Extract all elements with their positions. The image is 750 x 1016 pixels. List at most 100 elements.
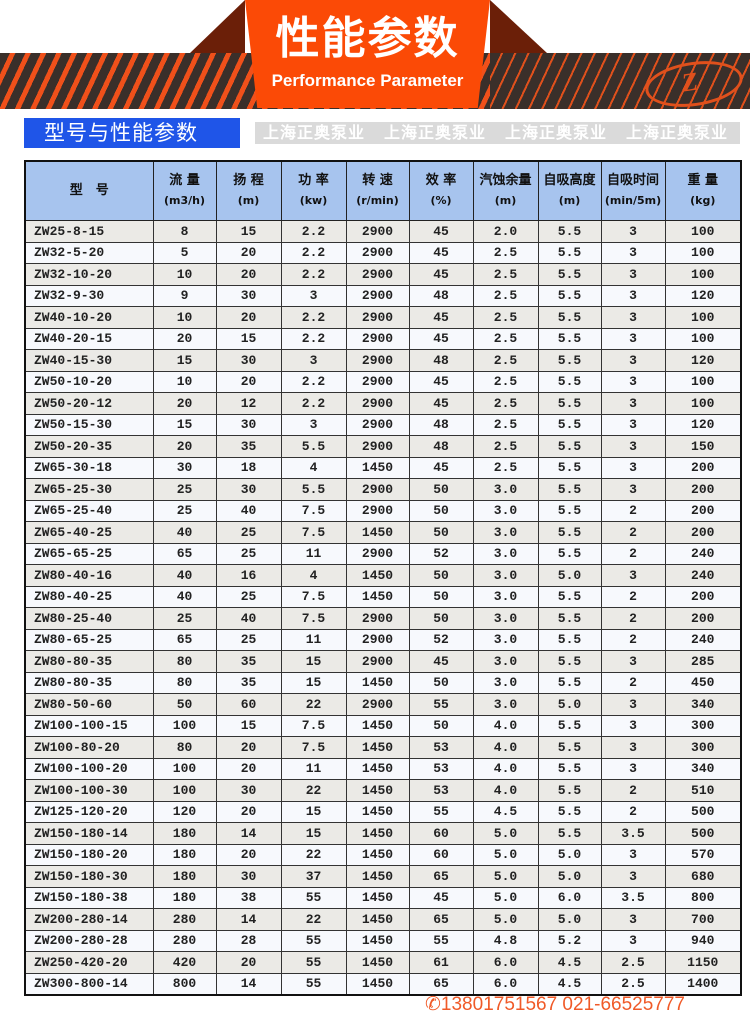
value-cell: 40 bbox=[152, 564, 217, 587]
value-cell: 100 bbox=[664, 220, 742, 243]
value-cell: 16 bbox=[215, 564, 282, 587]
value-cell: 3.0 bbox=[472, 521, 539, 544]
value-cell: 22 bbox=[280, 693, 347, 716]
value-cell: 7.5 bbox=[280, 736, 347, 759]
value-cell: 60 bbox=[408, 822, 474, 845]
model-cell: ZW125-120-20 bbox=[24, 800, 154, 823]
value-cell: 3.0 bbox=[472, 585, 539, 608]
value-cell: 240 bbox=[664, 628, 742, 651]
value-cell: 100 bbox=[664, 392, 742, 415]
value-cell: 2.5 bbox=[600, 972, 666, 996]
value-cell: 5.5 bbox=[537, 392, 602, 415]
value-cell: 40 bbox=[152, 585, 217, 608]
column-header-label: 自吸时间 bbox=[606, 173, 659, 188]
value-cell: 20 bbox=[215, 800, 282, 823]
value-cell: 700 bbox=[664, 908, 742, 931]
value-cell: 3 bbox=[600, 865, 666, 888]
value-cell: 48 bbox=[408, 435, 474, 458]
value-cell: 2900 bbox=[345, 435, 410, 458]
column-header-label: 重 量 bbox=[687, 173, 719, 188]
model-cell: ZW40-15-30 bbox=[24, 349, 154, 372]
column-header: 自吸高度 (m) bbox=[537, 160, 602, 221]
value-cell: 3.0 bbox=[472, 478, 539, 501]
model-cell: ZW80-80-35 bbox=[24, 671, 154, 694]
value-cell: 5.0 bbox=[472, 865, 539, 888]
value-cell: 240 bbox=[664, 564, 742, 587]
value-cell: 40 bbox=[152, 521, 217, 544]
value-cell: 800 bbox=[152, 972, 217, 996]
value-cell: 50 bbox=[408, 478, 474, 501]
value-cell: 9 bbox=[152, 284, 217, 307]
model-cell: ZW50-20-35 bbox=[24, 435, 154, 458]
value-cell: 5.5 bbox=[537, 284, 602, 307]
value-cell: 45 bbox=[408, 392, 474, 415]
value-cell: 1450 bbox=[345, 564, 410, 587]
value-cell: 1450 bbox=[345, 822, 410, 845]
value-cell: 15 bbox=[215, 714, 282, 737]
value-cell: 2 bbox=[600, 499, 666, 522]
value-cell: 14 bbox=[215, 908, 282, 931]
value-cell: 5 bbox=[152, 241, 217, 264]
value-cell: 120 bbox=[664, 349, 742, 372]
value-cell: 15 bbox=[215, 220, 282, 243]
table-row: ZW65-30-18 30 18 4 1450 45 2.5 5.5 3 200 bbox=[24, 456, 742, 479]
value-cell: 3 bbox=[600, 370, 666, 393]
value-cell: 55 bbox=[408, 800, 474, 823]
table-row: ZW50-15-30 15 30 3 2900 48 2.5 5.5 3 120 bbox=[24, 413, 742, 436]
performance-table: 型 号 流 量 (m3/h) 扬 程 (m) 功 率 (kw) 转 速 (r/min) 效 率 (%… bbox=[24, 160, 742, 996]
value-cell: 45 bbox=[408, 456, 474, 479]
value-cell: 45 bbox=[408, 306, 474, 329]
value-cell: 3 bbox=[600, 220, 666, 243]
value-cell: 3 bbox=[280, 284, 347, 307]
model-cell: ZW150-180-14 bbox=[24, 822, 154, 845]
value-cell: 25 bbox=[152, 607, 217, 630]
value-cell: 20 bbox=[215, 757, 282, 780]
value-cell: 2900 bbox=[345, 413, 410, 436]
column-header-label: 自吸高度 bbox=[543, 173, 596, 188]
value-cell: 5.0 bbox=[537, 564, 602, 587]
value-cell: 48 bbox=[408, 349, 474, 372]
value-cell: 800 bbox=[664, 886, 742, 909]
column-header: 流 量 (m3/h) bbox=[152, 160, 217, 221]
value-cell: 40 bbox=[215, 499, 282, 522]
model-cell: ZW80-50-60 bbox=[24, 693, 154, 716]
value-cell: 285 bbox=[664, 650, 742, 673]
table-row: ZW100-100-30 100 30 22 1450 53 4.0 5.5 2 510 bbox=[24, 779, 742, 802]
column-header-unit: (kw) bbox=[299, 194, 328, 207]
value-cell: 5.5 bbox=[537, 478, 602, 501]
value-cell: 280 bbox=[152, 929, 217, 952]
value-cell: 100 bbox=[152, 757, 217, 780]
table-row: ZW65-65-25 65 25 11 2900 52 3.0 5.5 2 240 bbox=[24, 542, 742, 565]
value-cell: 48 bbox=[408, 284, 474, 307]
model-cell: ZW65-25-40 bbox=[24, 499, 154, 522]
value-cell: 48 bbox=[408, 413, 474, 436]
value-cell: 200 bbox=[664, 456, 742, 479]
value-cell: 2.2 bbox=[280, 220, 347, 243]
value-cell: 4 bbox=[280, 456, 347, 479]
value-cell: 35 bbox=[215, 671, 282, 694]
table-row: ZW50-10-20 10 20 2.2 2900 45 2.5 5.5 3 100 bbox=[24, 370, 742, 393]
value-cell: 20 bbox=[215, 306, 282, 329]
value-cell: 20 bbox=[215, 370, 282, 393]
value-cell: 570 bbox=[664, 843, 742, 866]
value-cell: 3.0 bbox=[472, 564, 539, 587]
model-cell: ZW200-280-28 bbox=[24, 929, 154, 952]
value-cell: 30 bbox=[215, 779, 282, 802]
value-cell: 3.0 bbox=[472, 499, 539, 522]
value-cell: 5.0 bbox=[472, 886, 539, 909]
value-cell: 22 bbox=[280, 843, 347, 866]
value-cell: 45 bbox=[408, 650, 474, 673]
column-header-label: 汽蚀余量 bbox=[479, 173, 532, 188]
value-cell: 5.5 bbox=[537, 714, 602, 737]
value-cell: 300 bbox=[664, 714, 742, 737]
value-cell: 3.5 bbox=[600, 886, 666, 909]
value-cell: 1450 bbox=[345, 456, 410, 479]
value-cell: 20 bbox=[215, 843, 282, 866]
value-cell: 80 bbox=[152, 650, 217, 673]
value-cell: 120 bbox=[664, 284, 742, 307]
value-cell: 55 bbox=[280, 972, 347, 996]
value-cell: 100 bbox=[664, 263, 742, 286]
value-cell: 60 bbox=[215, 693, 282, 716]
value-cell: 1450 bbox=[345, 843, 410, 866]
watermark-phone: ✆13801751567 021-66525777 bbox=[425, 994, 685, 1015]
